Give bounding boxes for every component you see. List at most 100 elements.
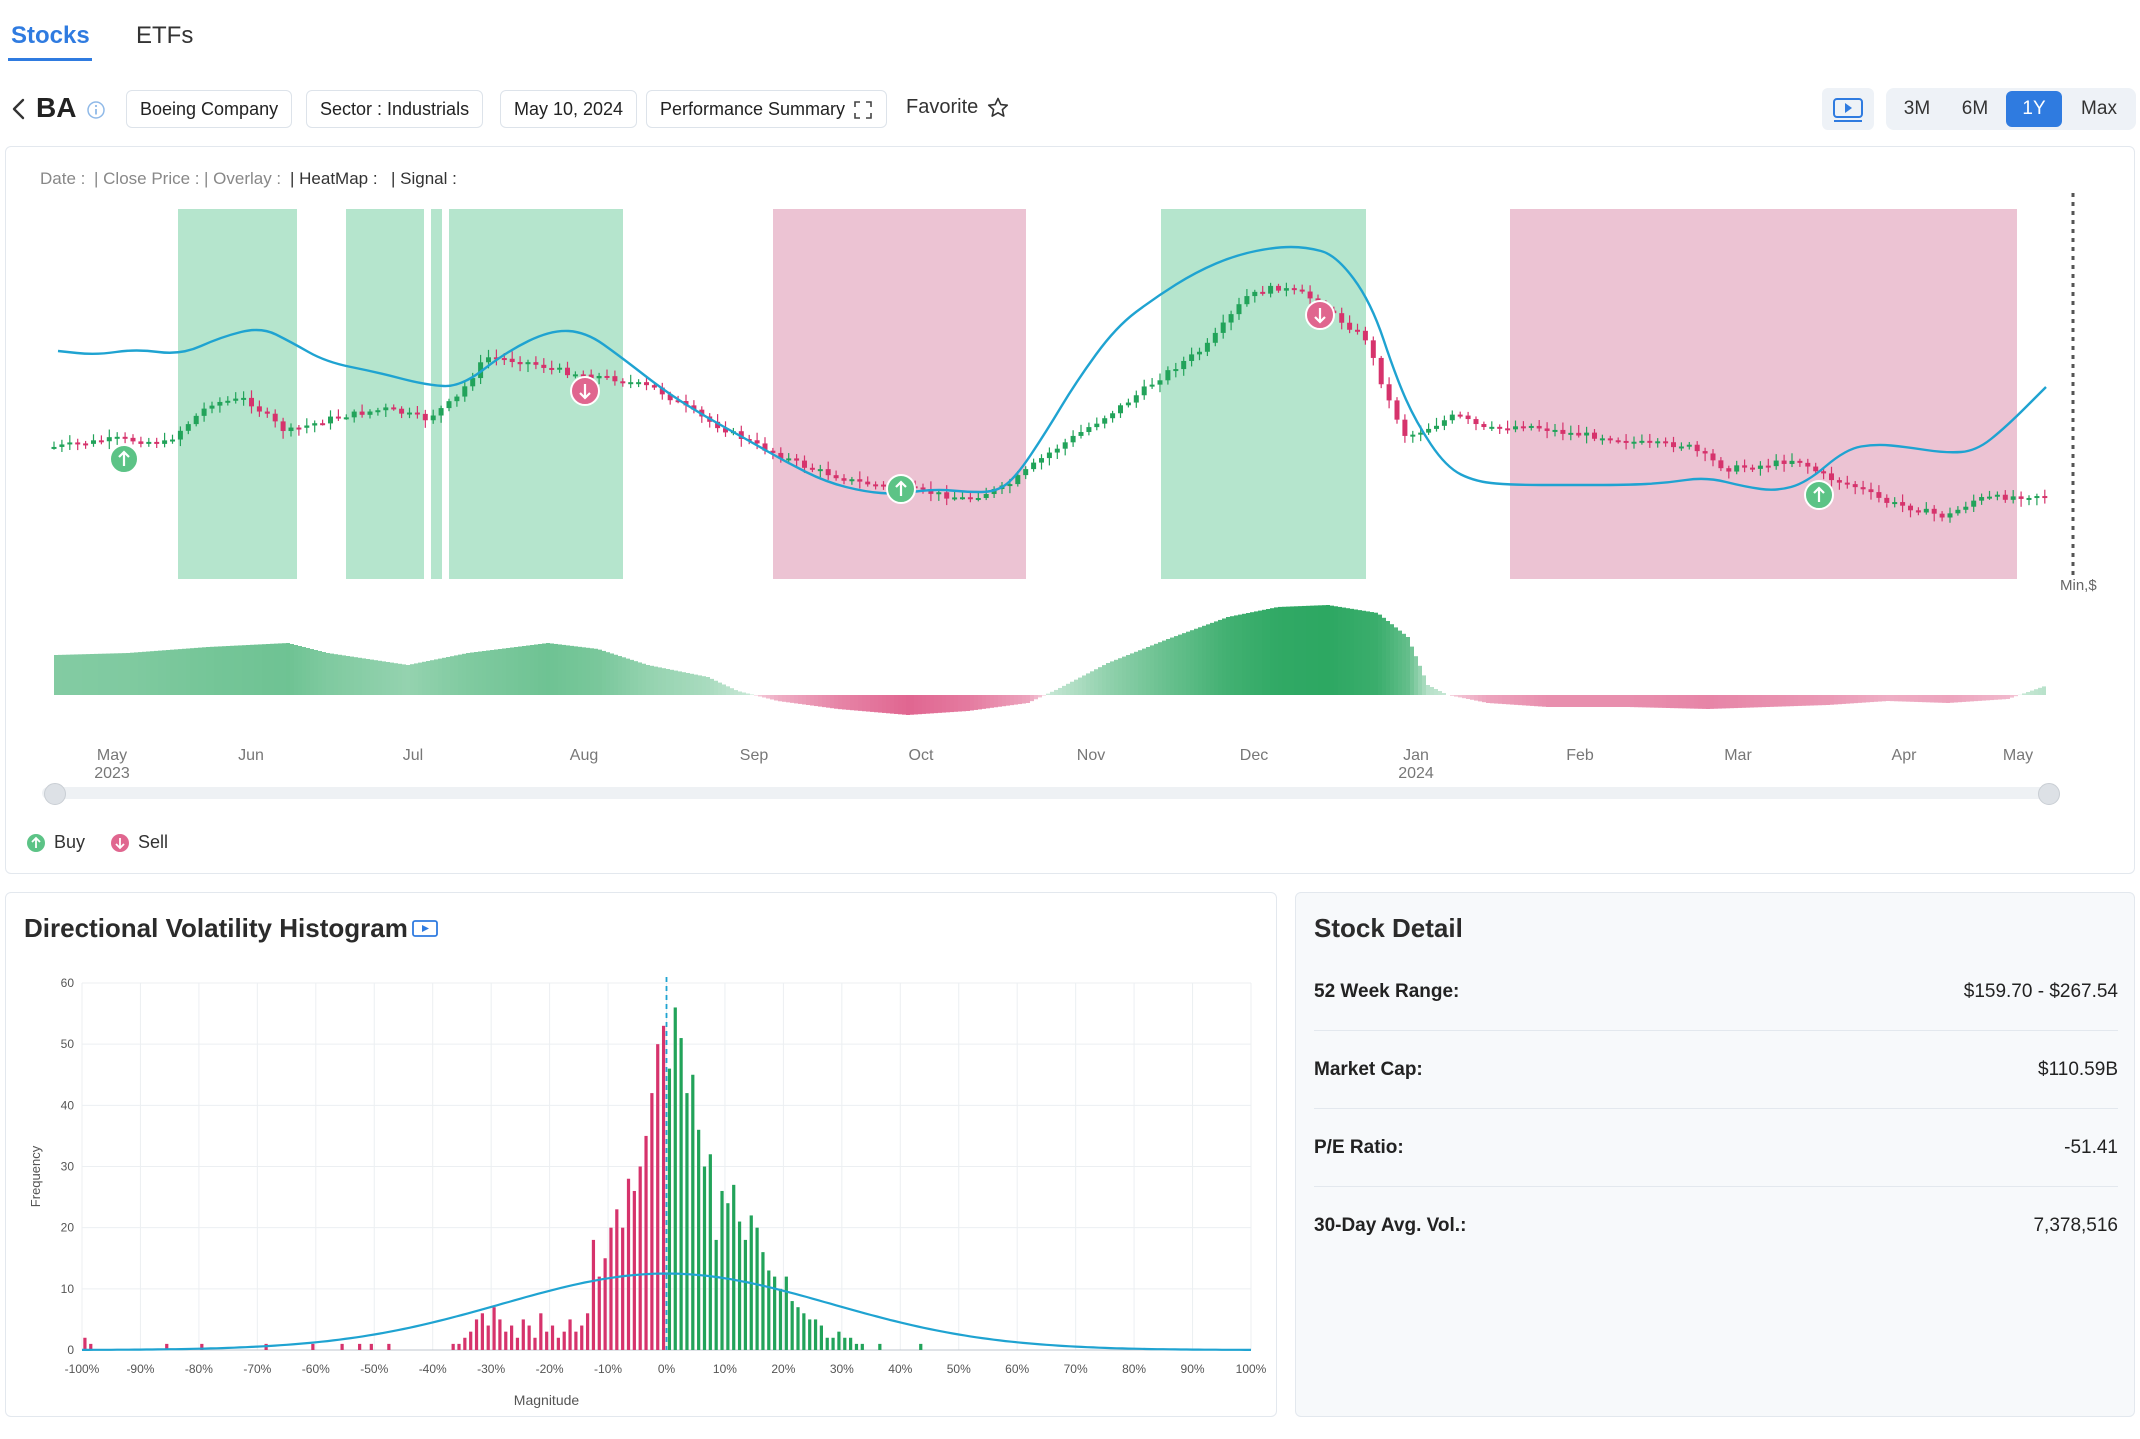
momentum-bar bbox=[1670, 695, 1674, 709]
momentum-bar bbox=[1290, 606, 1294, 695]
momentum-bar bbox=[898, 695, 902, 715]
performance-summary-chip[interactable]: Performance Summary bbox=[646, 90, 888, 128]
info-icon[interactable] bbox=[86, 100, 106, 120]
expand-icon bbox=[854, 101, 872, 120]
momentum-bar bbox=[1558, 695, 1562, 707]
momentum-bar bbox=[170, 649, 174, 695]
video-play-icon[interactable] bbox=[412, 919, 438, 939]
y-unit-label: Min,$ bbox=[2060, 577, 2097, 594]
histogram-bar bbox=[761, 1252, 765, 1350]
candle bbox=[1110, 410, 1116, 423]
momentum-bar bbox=[818, 695, 822, 707]
momentum-bar bbox=[894, 695, 898, 714]
momentum-bar bbox=[1198, 627, 1202, 695]
momentum-bar bbox=[810, 695, 814, 706]
histogram-bar bbox=[469, 1331, 473, 1350]
histogram-bar bbox=[790, 1301, 794, 1350]
momentum-bar bbox=[518, 646, 522, 695]
candle bbox=[391, 404, 397, 411]
x-tick-label: -40% bbox=[419, 1362, 447, 1376]
histogram-bar bbox=[743, 1239, 748, 1350]
range-1y-button[interactable]: 1Y bbox=[2006, 91, 2062, 127]
candle bbox=[2026, 495, 2032, 506]
momentum-bar bbox=[1986, 695, 1990, 701]
momentum-bar bbox=[1734, 695, 1738, 709]
candle bbox=[296, 425, 302, 436]
momentum-bar bbox=[1554, 695, 1558, 707]
stock-detail-title: Stock Detail bbox=[1314, 913, 1463, 943]
momentum-bar bbox=[1398, 630, 1402, 695]
momentum-bar bbox=[626, 658, 630, 695]
range-3m-button[interactable]: 3M bbox=[1903, 98, 1931, 119]
momentum-bar bbox=[622, 657, 626, 695]
momentum-bar bbox=[914, 695, 918, 715]
tab-etfs[interactable]: ETFs bbox=[136, 22, 194, 49]
momentum-bar bbox=[1930, 695, 1934, 703]
candle bbox=[1189, 347, 1195, 367]
momentum-bar bbox=[1626, 695, 1630, 707]
candle bbox=[1157, 373, 1163, 393]
momentum-bar bbox=[1378, 614, 1382, 695]
star-icon[interactable] bbox=[986, 96, 1010, 120]
momentum-bar bbox=[702, 676, 706, 695]
chevron-left-icon[interactable] bbox=[6, 96, 32, 122]
range-slider-left-handle[interactable] bbox=[44, 783, 66, 805]
range-slider-right-handle[interactable] bbox=[2038, 783, 2060, 805]
momentum-bar bbox=[946, 695, 950, 713]
candle bbox=[1347, 315, 1353, 334]
candle bbox=[525, 359, 531, 373]
sector-chip[interactable]: Sector : Industrials bbox=[306, 90, 484, 128]
momentum-bar bbox=[842, 695, 846, 710]
momentum-bar bbox=[1746, 695, 1750, 708]
range-max-button[interactable]: Max bbox=[2081, 98, 2117, 119]
momentum-bar bbox=[210, 646, 214, 695]
momentum-bar bbox=[926, 695, 930, 714]
candle bbox=[1054, 444, 1060, 459]
momentum-bar bbox=[606, 652, 610, 695]
momentum-bar bbox=[1070, 681, 1074, 695]
momentum-bar bbox=[1258, 610, 1262, 695]
momentum-bar bbox=[406, 665, 410, 695]
momentum-bar bbox=[1130, 653, 1134, 695]
momentum-bar bbox=[238, 645, 242, 695]
momentum-bar bbox=[542, 643, 546, 695]
favorite-label[interactable]: Favorite bbox=[906, 96, 979, 118]
company-chip[interactable]: Boeing Company bbox=[126, 90, 293, 128]
momentum-bar bbox=[1974, 695, 1978, 702]
candle bbox=[1592, 429, 1597, 442]
price-chart-canvas[interactable] bbox=[6, 147, 2136, 737]
candle bbox=[620, 378, 626, 387]
candle bbox=[1236, 297, 1242, 320]
candle bbox=[841, 474, 847, 485]
candle bbox=[264, 407, 270, 418]
sell-signal-marker bbox=[1305, 300, 1335, 330]
momentum-bar bbox=[1358, 610, 1362, 695]
range-6m-button[interactable]: 6M bbox=[1961, 98, 1989, 119]
candle bbox=[1765, 458, 1771, 473]
momentum-bar bbox=[1362, 610, 1366, 695]
date-tick-label: May bbox=[2002, 747, 2034, 764]
histogram-canvas[interactable]: -100% -90% -80% -70% -60% -50% -40% -30% -20% -10… bbox=[6, 953, 1278, 1413]
histogram-bar bbox=[802, 1313, 806, 1350]
candle bbox=[1355, 323, 1360, 335]
momentum-bar bbox=[1022, 695, 1026, 704]
momentum-bar bbox=[206, 647, 210, 695]
momentum-bar bbox=[870, 695, 874, 712]
histogram-bar bbox=[644, 1135, 648, 1350]
histogram-bar bbox=[340, 1343, 344, 1350]
momentum-bar bbox=[578, 646, 582, 695]
candle bbox=[1868, 482, 1874, 500]
momentum-bar bbox=[1386, 621, 1390, 695]
candle bbox=[249, 390, 254, 414]
momentum-bar bbox=[90, 654, 94, 695]
candle bbox=[1173, 362, 1179, 378]
momentum-bar bbox=[1318, 605, 1322, 695]
range-slider-track[interactable] bbox=[42, 787, 2052, 799]
tutorial-video-button[interactable] bbox=[1822, 88, 1874, 130]
tab-stocks[interactable]: Stocks bbox=[11, 22, 90, 49]
momentum-bar bbox=[1090, 671, 1094, 695]
momentum-bar bbox=[1490, 695, 1494, 704]
momentum-bar bbox=[602, 650, 606, 695]
candle bbox=[114, 432, 120, 445]
date-chip[interactable]: May 10, 2024 bbox=[500, 90, 638, 128]
